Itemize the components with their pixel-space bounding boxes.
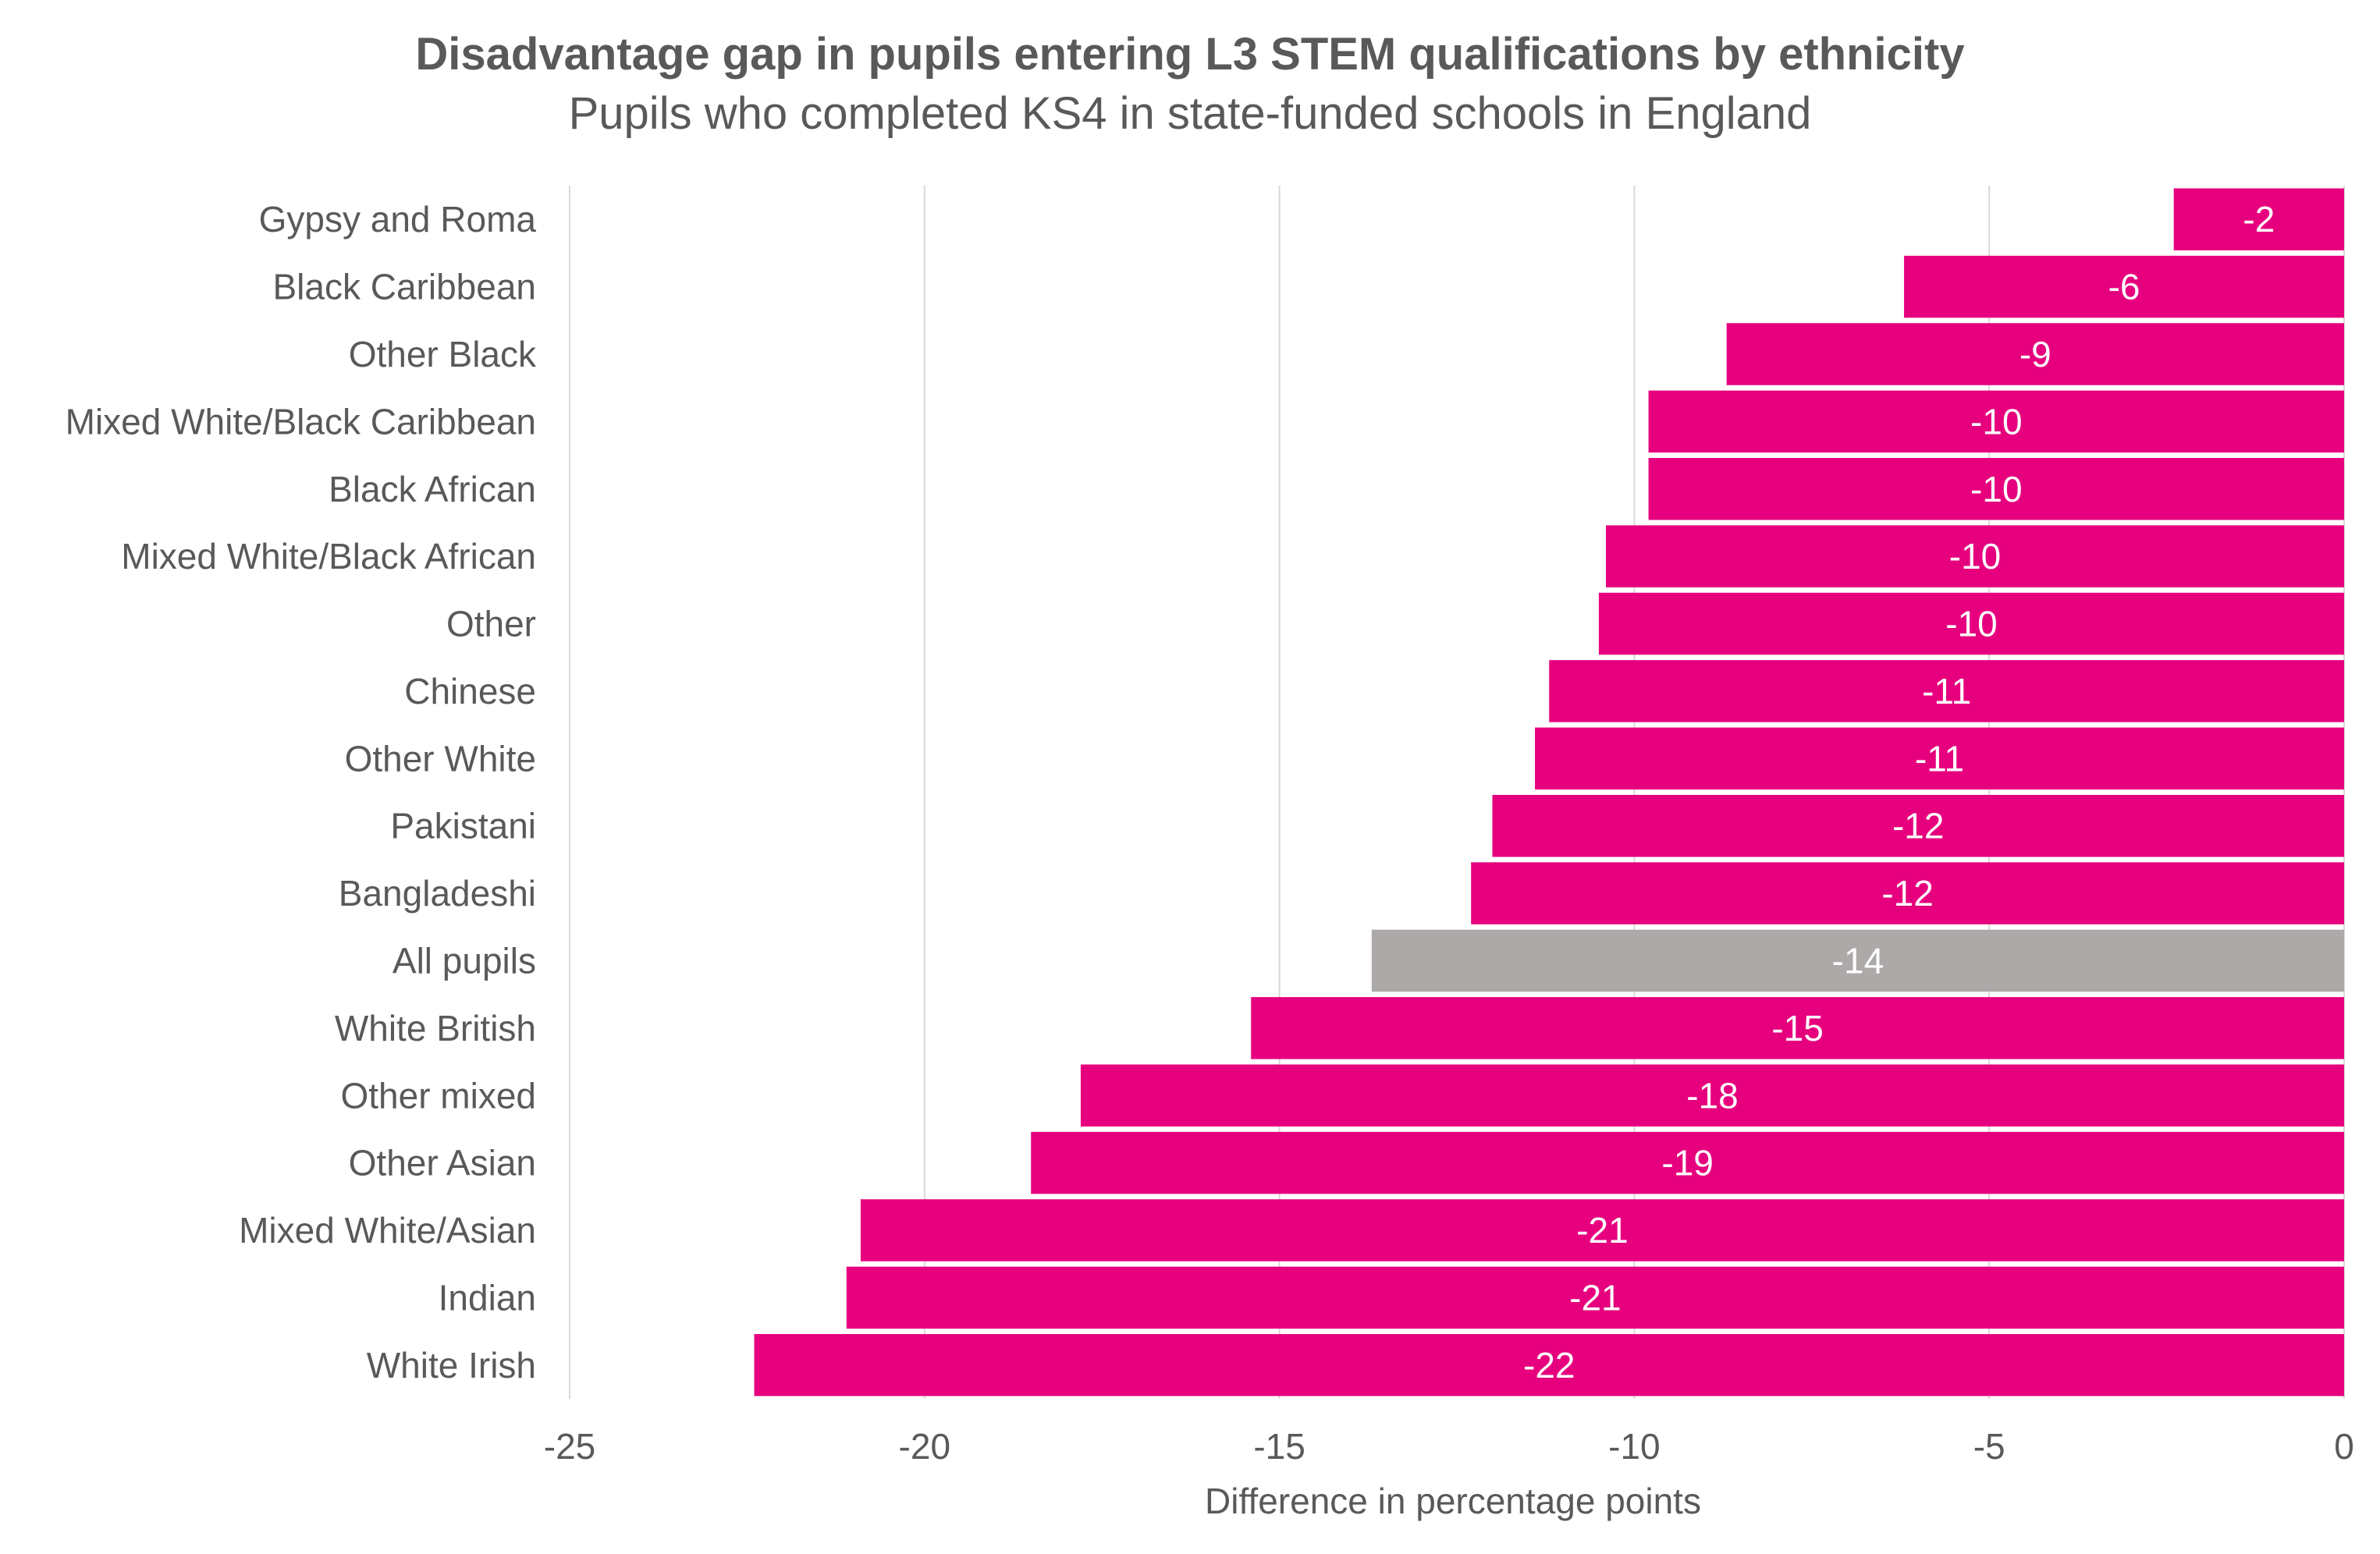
category-label: Mixed White/Asian xyxy=(239,1210,536,1251)
data-label: -21 xyxy=(1576,1210,1628,1251)
bar xyxy=(1471,862,2344,924)
bar xyxy=(1606,525,2344,587)
data-label: -2 xyxy=(2243,199,2275,239)
x-tick-label: -5 xyxy=(1973,1426,2005,1467)
x-tick-label: -20 xyxy=(899,1426,950,1467)
category-label: Gypsy and Roma xyxy=(259,199,537,239)
category-label: Other White xyxy=(345,738,536,779)
data-label: -14 xyxy=(1832,940,1884,981)
data-label: -10 xyxy=(1949,536,2001,577)
category-label: White British xyxy=(335,1008,536,1048)
data-label: -9 xyxy=(2019,334,2051,374)
category-label: Mixed White/Black African xyxy=(121,536,536,577)
category-label: Other mixed xyxy=(340,1075,536,1116)
category-label: White Irish xyxy=(367,1345,536,1385)
bar xyxy=(1648,458,2344,520)
category-label: Black African xyxy=(329,469,536,509)
bar xyxy=(1598,592,2344,655)
category-label: Other Asian xyxy=(349,1143,536,1183)
bar xyxy=(1251,997,2344,1059)
bar xyxy=(1080,1064,2344,1126)
bars: -2 -6 -9 -10 -10 -10 -10 -11 -11 -12 -12 -14-15 -18 -… xyxy=(754,188,2344,1396)
bar xyxy=(1535,727,2344,790)
bar xyxy=(860,1199,2344,1261)
category-label: All pupils xyxy=(393,940,536,981)
x-tick-label: -10 xyxy=(1608,1426,1660,1467)
category-label: Mixed White/Black Caribbean xyxy=(66,401,536,442)
data-label: -6 xyxy=(2108,267,2140,307)
data-label: -10 xyxy=(1945,604,1997,644)
x-tick-label: -15 xyxy=(1253,1426,1305,1467)
bar xyxy=(1031,1131,2344,1194)
data-label: -18 xyxy=(1686,1075,1738,1116)
data-label: -12 xyxy=(1892,806,1944,846)
chart-subtitle: Pupils who completed KS4 in state-funded… xyxy=(568,88,1812,139)
bar xyxy=(846,1266,2344,1329)
bar xyxy=(1648,390,2344,453)
data-label: -10 xyxy=(1970,469,2022,509)
bar xyxy=(1726,323,2344,385)
bar xyxy=(2173,188,2344,250)
category-label: Chinese xyxy=(404,671,536,711)
bar xyxy=(1549,660,2344,722)
category-label: Indian xyxy=(439,1277,536,1318)
bar xyxy=(1371,929,2344,992)
category-label: Other xyxy=(446,604,536,644)
grid-lines xyxy=(569,186,2345,1399)
x-tick-label: -25 xyxy=(544,1426,595,1467)
data-label: -12 xyxy=(1881,873,1933,914)
x-tick-label: 0 xyxy=(2334,1426,2354,1467)
bar xyxy=(1904,255,2344,318)
data-label: -15 xyxy=(1771,1008,1823,1048)
data-label: -19 xyxy=(1661,1143,1713,1183)
data-label: -11 xyxy=(1922,671,1971,711)
bar xyxy=(1492,794,2344,857)
category-label: Other Black xyxy=(349,334,537,374)
bar xyxy=(754,1334,2344,1396)
data-label: -22 xyxy=(1523,1345,1575,1385)
category-label: Black Caribbean xyxy=(272,267,536,307)
data-label: -21 xyxy=(1569,1277,1621,1318)
x-axis-ticks: -25 -20 -15 -10 -5 0 xyxy=(544,1426,2354,1467)
chart-title: Disadvantage gap in pupils entering L3 S… xyxy=(415,29,1965,80)
data-label: -10 xyxy=(1970,401,2022,442)
category-labels: Gypsy and Roma Black Caribbean Other Black… xyxy=(66,199,537,1385)
category-label: Pakistani xyxy=(390,806,536,846)
data-label: -11 xyxy=(1915,738,1964,779)
x-axis-label: Difference in percentage points xyxy=(1205,1481,1701,1521)
category-label: Bangladeshi xyxy=(339,873,536,914)
